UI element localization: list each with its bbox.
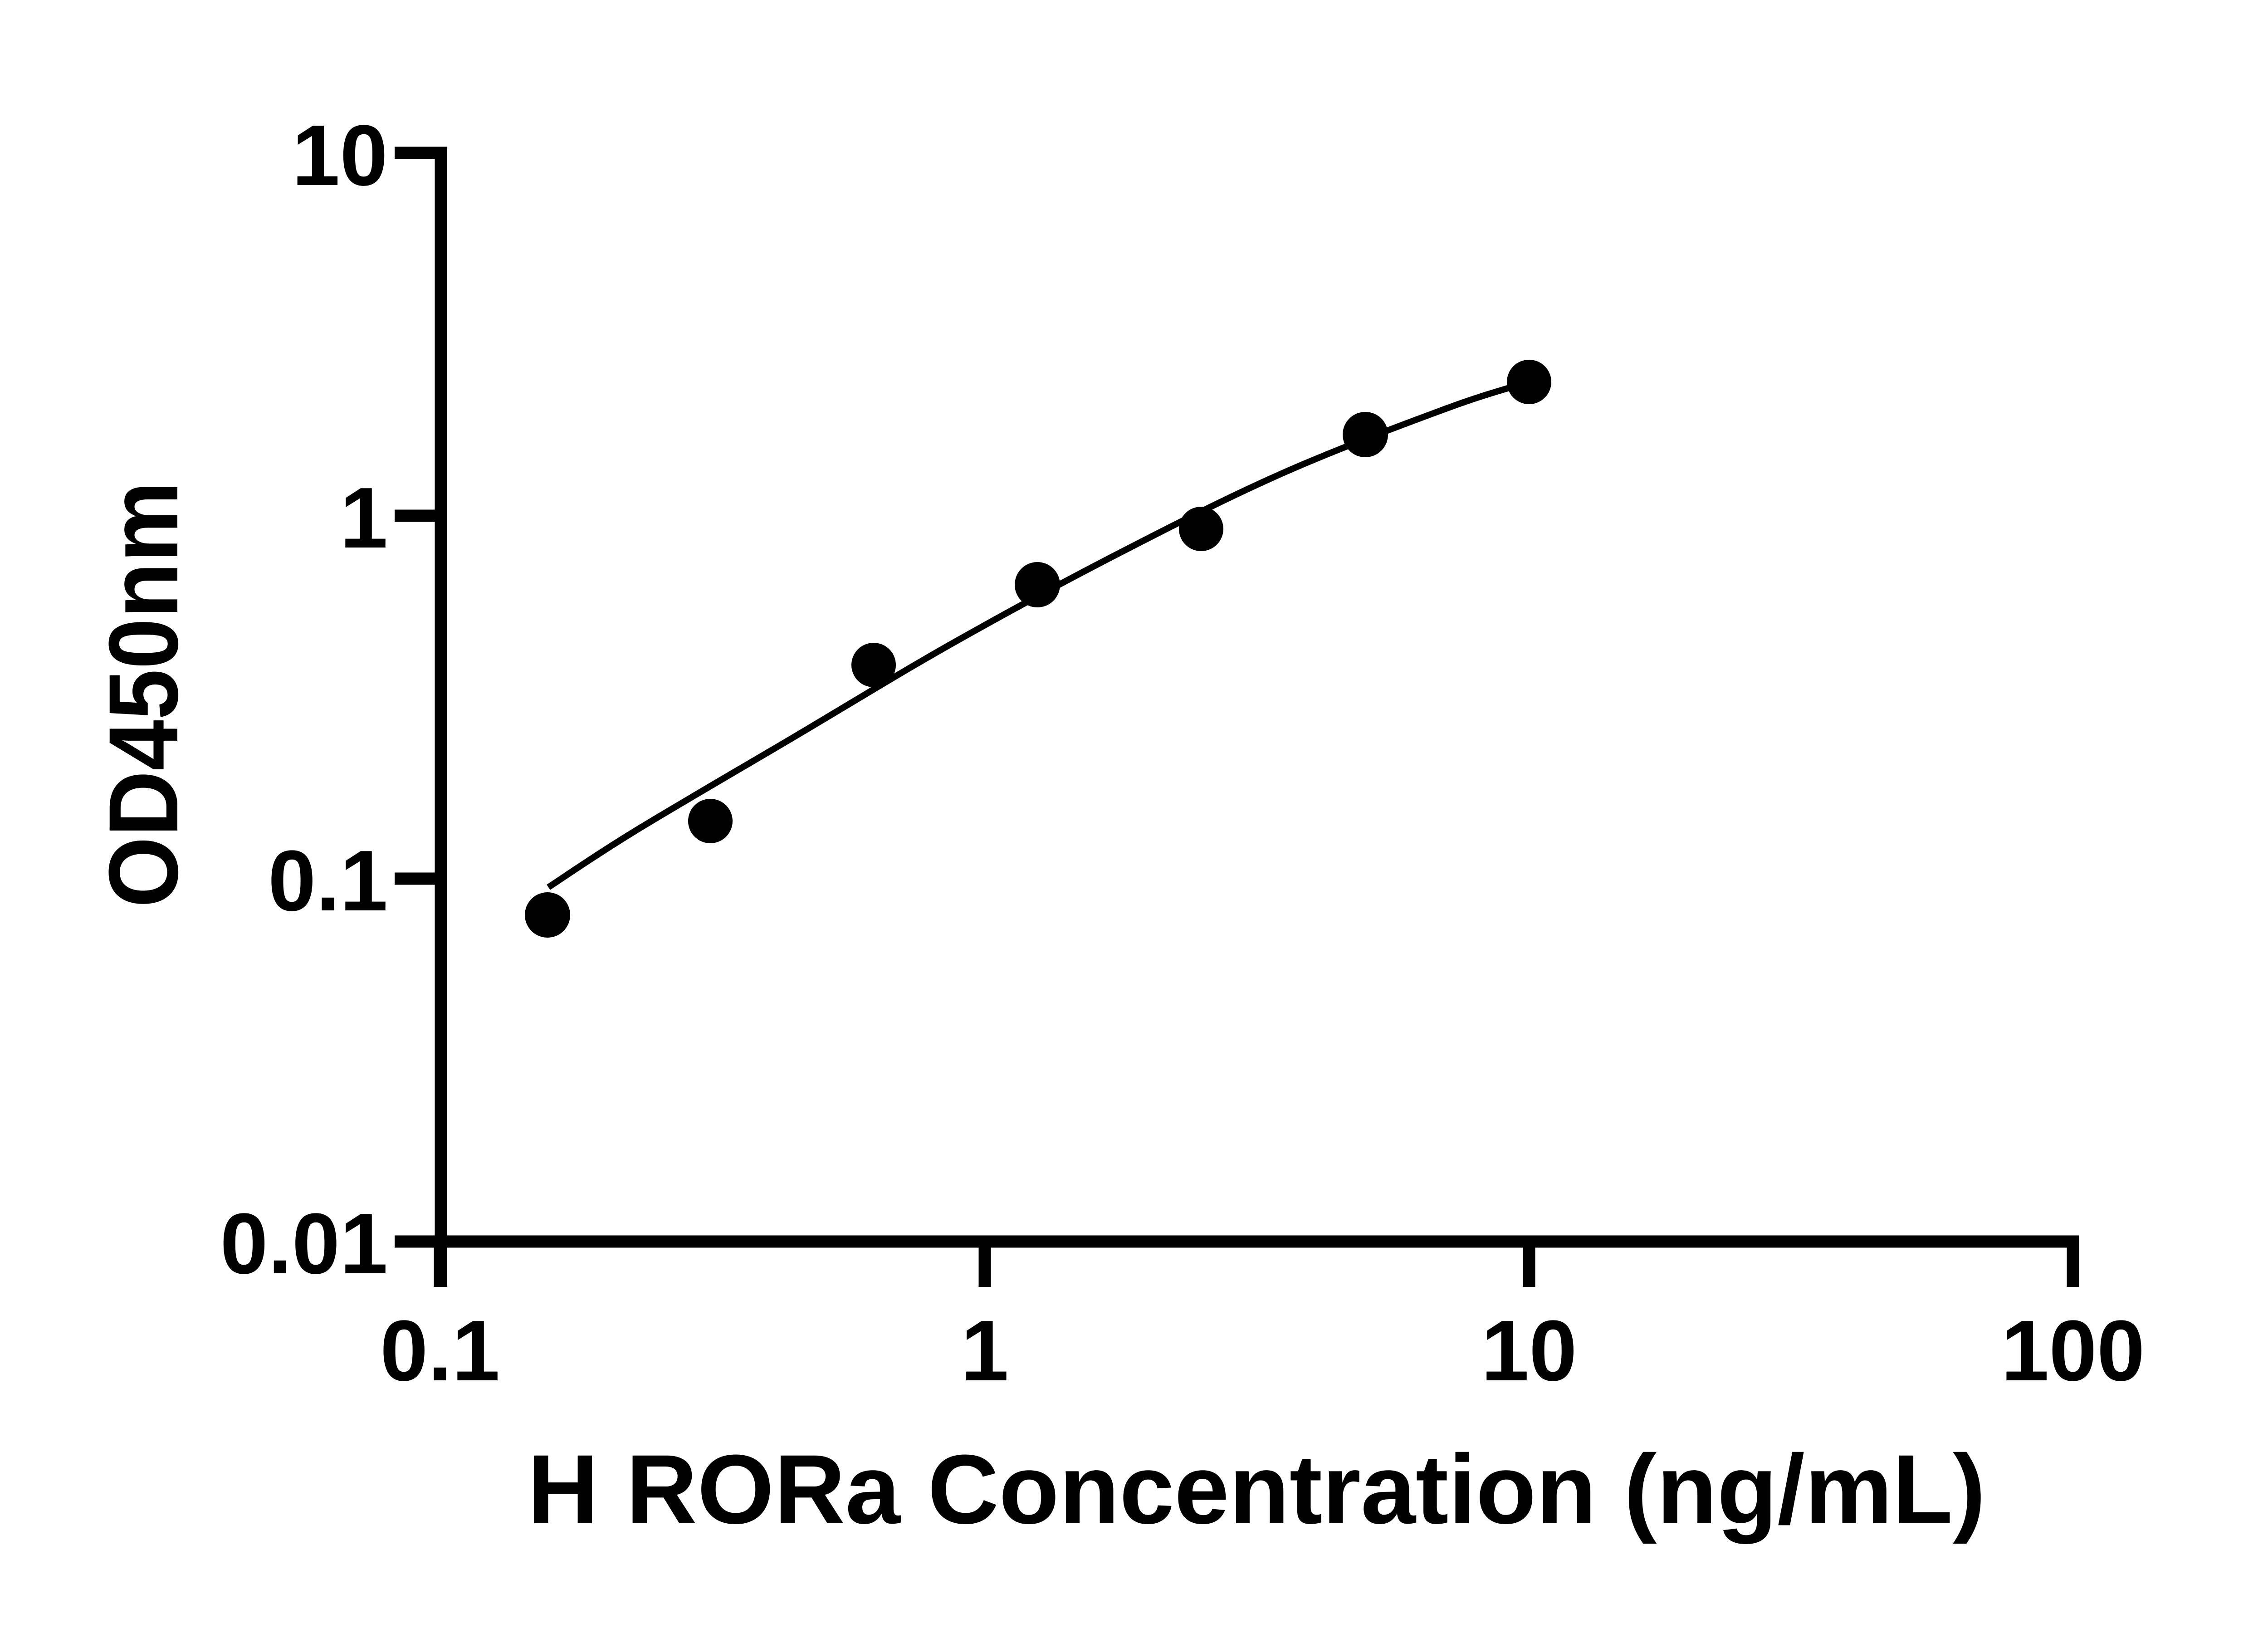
svg-text:10: 10 <box>292 108 388 204</box>
svg-text:100: 100 <box>2001 1303 2145 1399</box>
svg-text:0.1: 0.1 <box>380 1303 500 1399</box>
svg-text:H RORa Concentration (ng/mL): H RORa Concentration (ng/mL) <box>528 1434 1986 1544</box>
svg-text:10: 10 <box>1481 1303 1577 1399</box>
svg-text:1: 1 <box>340 470 388 566</box>
svg-text:0.1: 0.1 <box>268 833 388 929</box>
svg-text:1: 1 <box>961 1303 1009 1399</box>
svg-text:OD450nm: OD450nm <box>88 481 198 908</box>
svg-text:0.01: 0.01 <box>220 1196 388 1292</box>
